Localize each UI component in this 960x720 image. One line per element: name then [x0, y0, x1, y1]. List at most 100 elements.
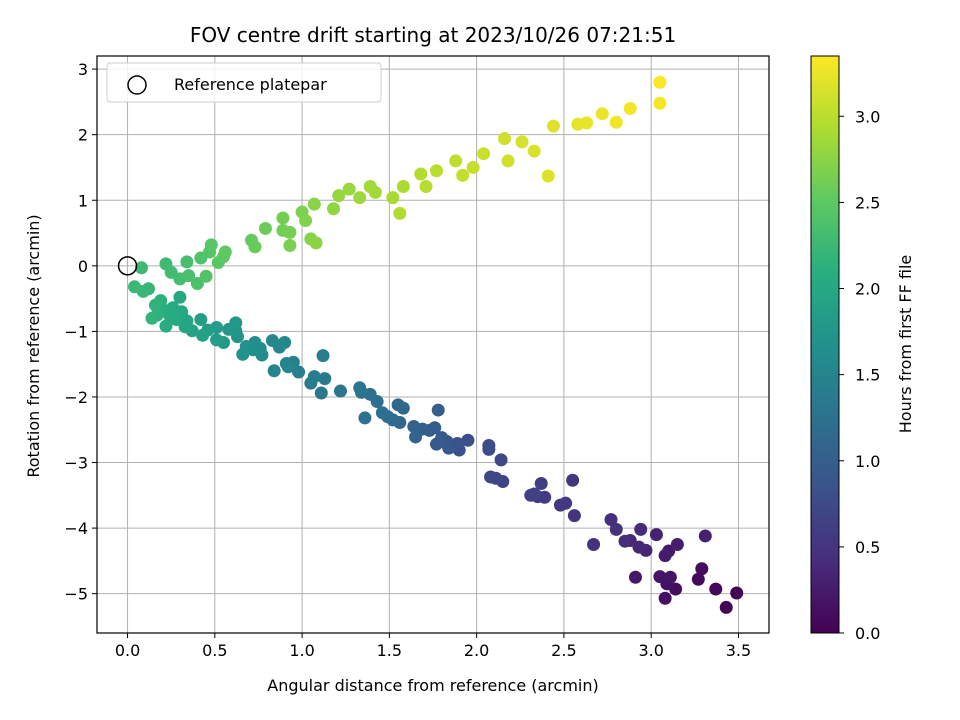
- data-point: [429, 164, 443, 178]
- data-point: [604, 513, 618, 527]
- colorbar-tick-label: 1.5: [855, 366, 880, 385]
- data-point: [307, 370, 321, 384]
- data-point: [276, 211, 290, 225]
- colorbar-tick-label: 2.0: [855, 280, 880, 299]
- data-point: [527, 487, 541, 501]
- data-point: [623, 101, 637, 115]
- data-point: [307, 197, 321, 211]
- data-point: [595, 107, 609, 121]
- colorbar-tick-label: 2.5: [855, 193, 880, 212]
- data-point: [515, 135, 529, 149]
- legend-marker-reference-icon: [127, 75, 147, 95]
- y-tick-label: 1: [78, 191, 88, 210]
- data-point: [353, 381, 367, 395]
- data-point: [658, 591, 672, 605]
- data-point: [292, 365, 306, 379]
- data-point: [653, 570, 667, 584]
- grid-lines: [97, 56, 769, 633]
- x-axis-label: Angular distance from reference (arcmin): [267, 676, 598, 695]
- chart-title: FOV centre drift starting at 2023/10/26 …: [190, 23, 676, 47]
- data-point: [333, 384, 347, 398]
- data-point: [553, 498, 567, 512]
- data-point: [267, 364, 281, 378]
- y-tick-label: −1: [64, 322, 88, 341]
- data-point: [541, 169, 555, 183]
- data-point: [663, 570, 677, 584]
- data-point: [498, 132, 512, 146]
- x-tick-label: 2.0: [464, 641, 489, 660]
- data-point: [587, 537, 601, 551]
- data-point: [695, 562, 709, 576]
- legend-label-reference: Reference platepar: [174, 75, 327, 94]
- x-axis-ticks: 0.0 0.5 1.0 1.5 2.0 2.5 3.0 3.5: [115, 633, 751, 660]
- data-point: [396, 179, 410, 193]
- data-point: [283, 225, 297, 239]
- data-point: [358, 411, 372, 425]
- colorbar-tick-label: 1.0: [855, 452, 880, 471]
- data-point: [609, 115, 623, 129]
- y-tick-label: 2: [78, 126, 88, 145]
- data-point: [534, 477, 548, 491]
- data-point: [527, 144, 541, 158]
- data-point: [299, 214, 313, 228]
- x-tick-label: 3.5: [726, 641, 751, 660]
- data-point: [482, 438, 496, 452]
- data-point: [309, 236, 323, 250]
- data-point: [407, 419, 421, 433]
- colorbar-tick-label: 3.0: [855, 107, 880, 126]
- data-point: [278, 336, 292, 350]
- data-point: [494, 453, 508, 467]
- data-point: [409, 430, 423, 444]
- data-point: [698, 529, 712, 543]
- data-point: [431, 403, 445, 417]
- colorbar-label: Hours from first FF file: [896, 255, 915, 434]
- data-point: [546, 119, 560, 133]
- data-point: [194, 313, 208, 327]
- legend-box: [106, 62, 382, 103]
- data-point: [316, 349, 330, 363]
- data-point: [173, 290, 187, 304]
- data-point: [658, 549, 672, 563]
- data-point: [135, 261, 149, 275]
- data-point: [210, 333, 224, 347]
- data-point: [634, 522, 648, 536]
- colorbar-gradient: [810, 55, 840, 634]
- data-point: [628, 570, 642, 584]
- data-point: [222, 322, 236, 336]
- data-point: [649, 528, 663, 542]
- y-tick-label: −4: [64, 519, 88, 538]
- data-point: [353, 191, 367, 205]
- data-point: [148, 298, 162, 312]
- data-point: [391, 398, 405, 412]
- data-point: [327, 202, 341, 216]
- data-point: [429, 437, 443, 451]
- data-point: [566, 473, 580, 487]
- x-tick-label: 0.0: [115, 641, 140, 660]
- data-point: [283, 238, 297, 252]
- data-point: [236, 347, 250, 361]
- legend: Reference platepar: [106, 62, 382, 103]
- data-point: [182, 269, 196, 283]
- x-tick-label: 3.0: [638, 641, 663, 660]
- x-tick-label: 1.5: [377, 641, 402, 660]
- data-point: [248, 240, 262, 254]
- data-point: [265, 334, 279, 348]
- data-point: [461, 433, 475, 447]
- data-point: [609, 522, 623, 536]
- data-point: [393, 206, 407, 220]
- data-point: [190, 277, 204, 291]
- data-point: [258, 221, 272, 235]
- data-point: [180, 255, 194, 269]
- data-point: [159, 319, 173, 333]
- data-point: [618, 534, 632, 548]
- data-point: [709, 582, 723, 596]
- data-point: [314, 386, 328, 400]
- y-tick-label: −5: [64, 585, 88, 604]
- y-tick-label: −3: [64, 454, 88, 473]
- data-point: [456, 168, 470, 182]
- data-points: [128, 75, 744, 614]
- data-point: [178, 320, 192, 334]
- data-point: [653, 75, 667, 89]
- data-point: [719, 600, 733, 614]
